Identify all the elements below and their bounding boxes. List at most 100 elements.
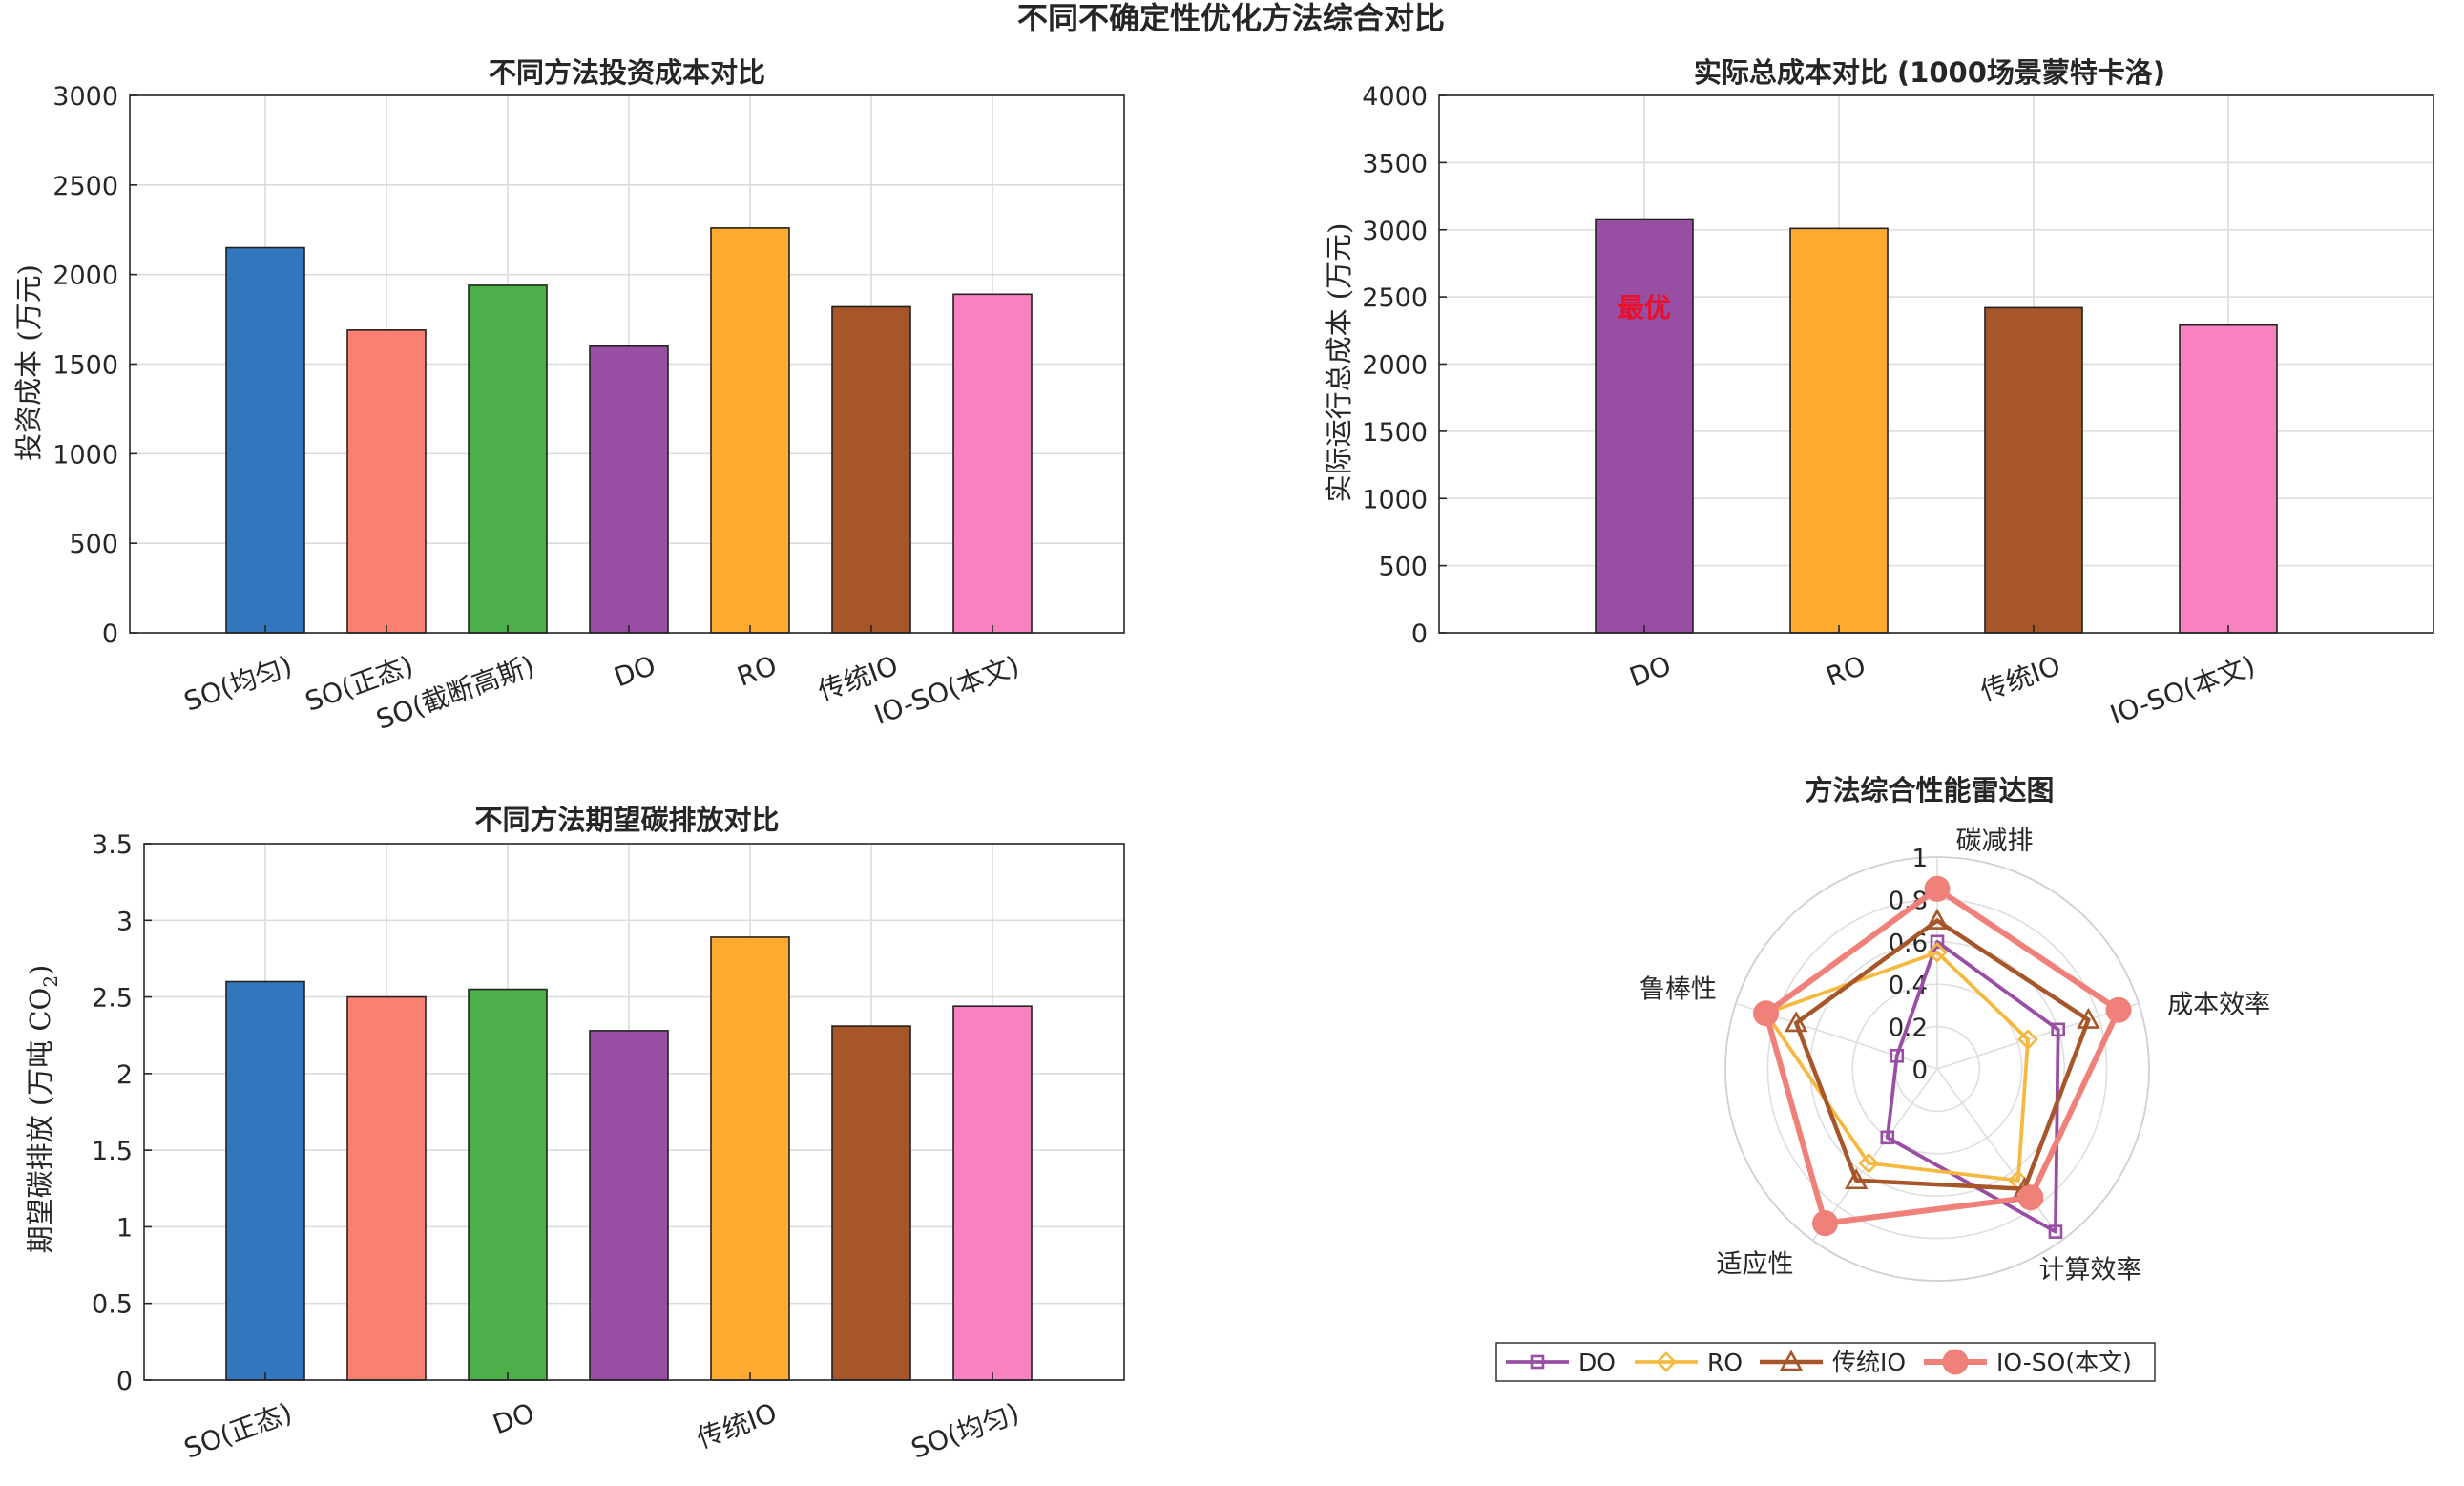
radar-series-marker bbox=[1844, 1168, 1869, 1190]
radar-series-marker bbox=[2048, 1224, 2063, 1239]
actual-chart-title: 实际总成本对比 (1000场景蒙特卡洛) bbox=[1694, 56, 2165, 89]
carbon-y-label-main: 期望碳排放 (万吨 CO bbox=[24, 988, 56, 1254]
radar-rtick-label: 0 bbox=[1911, 1057, 1928, 1085]
invest-ytick-label: 3000 bbox=[52, 82, 118, 112]
legend-swatch-marker bbox=[1656, 1351, 1677, 1372]
carbon-xtick-label: DO bbox=[489, 1397, 538, 1441]
radar-series-marker bbox=[1880, 1130, 1895, 1145]
invest-y-label: 投资成本 (万元) bbox=[12, 264, 45, 461]
radar-legend: DO RO 传统IO IO-SO(本文) bbox=[1495, 1342, 2156, 1382]
radar-series-marker bbox=[2105, 996, 2132, 1023]
invest-bar bbox=[710, 227, 790, 634]
actual-xtick-label: IO-SO(本文) bbox=[2106, 650, 2260, 731]
radar-rtick-label: 1 bbox=[1911, 845, 1928, 873]
radar-series-marker bbox=[1784, 1011, 1808, 1033]
actual-cost-chart: 实际总成本对比 (1000场景蒙特卡洛) 实际运行总成本 (万元) 0 500 10… bbox=[1323, 56, 2434, 731]
invest-ytick-label: 1500 bbox=[52, 351, 118, 381]
radar-series-marker bbox=[2017, 1184, 2044, 1211]
carbon-bar bbox=[346, 995, 427, 1381]
radar-series-marker bbox=[2051, 1022, 2065, 1037]
actual-annotation: 最优 bbox=[1618, 292, 1671, 324]
carbon-emission-chart: 不同方法期望碳排放对比 期望碳排放 (万吨 CO2) 0 0.5 1 1.5 2 2.5 3… bbox=[24, 804, 1125, 1465]
carbon-ytick-label: 2 bbox=[116, 1060, 133, 1090]
actual-xtick-label: 传统IO bbox=[1976, 650, 2064, 708]
radar-series-marker bbox=[1858, 1152, 1880, 1174]
radar-series-line bbox=[1763, 886, 2122, 1226]
actual-y-label: 实际运行总成本 (万元) bbox=[1323, 223, 1355, 503]
invest-bar bbox=[225, 246, 305, 634]
figure-title: 不同不确定性优化方法综合对比 bbox=[1017, 0, 1445, 36]
carbon-y-label-tail: ) bbox=[24, 965, 56, 975]
legend-swatch-marker bbox=[1942, 1349, 1969, 1375]
legend-label: RO bbox=[1707, 1349, 1743, 1376]
invest-bar bbox=[831, 305, 911, 634]
radar-series-marker bbox=[1890, 1048, 1905, 1063]
radar-series-marker bbox=[1925, 908, 1950, 930]
actual-ytick-label: 3000 bbox=[1362, 217, 1428, 246]
actual-ytick-label: 500 bbox=[1378, 553, 1428, 582]
radar-chart: 方法综合性能雷达图 00.20.40.60.81碳减排成本效率计算效率适应性鲁棒… bbox=[1639, 774, 2270, 1286]
invest-ytick-label: 2000 bbox=[52, 262, 118, 291]
invest-bar bbox=[589, 345, 669, 634]
actual-ytick-label: 2500 bbox=[1362, 283, 1428, 313]
radar-spoke bbox=[1936, 1068, 2063, 1242]
actual-bar bbox=[2179, 324, 2278, 634]
radar-chart-title: 方法综合性能雷达图 bbox=[1805, 774, 2054, 806]
actual-ytick-label: 3500 bbox=[1362, 149, 1428, 178]
invest-cost-chart: 不同方法投资成本对比 投资成本 (万元) 0 500 1000 1500 2000 250… bbox=[12, 56, 1125, 736]
invest-ytick-label: 1000 bbox=[52, 440, 118, 470]
carbon-ytick-label: 3.5 bbox=[92, 830, 133, 860]
radar-series-marker bbox=[1924, 875, 1951, 902]
carbon-ytick-label: 0 bbox=[116, 1367, 133, 1396]
invest-ytick-label: 0 bbox=[102, 619, 118, 649]
radar-series-marker bbox=[1753, 1000, 1780, 1027]
radar-series-line bbox=[1764, 951, 2030, 1183]
carbon-ytick-label: 3 bbox=[116, 907, 133, 936]
carbon-bar bbox=[468, 988, 548, 1381]
radar-spoke bbox=[1936, 1002, 2140, 1070]
carbon-ytick-label: 1 bbox=[116, 1213, 133, 1243]
invest-bar bbox=[468, 284, 548, 634]
carbon-ytick-label: 0.5 bbox=[92, 1290, 133, 1320]
invest-bar bbox=[346, 329, 427, 634]
radar-series-marker bbox=[1812, 1210, 1839, 1237]
radar-series-marker bbox=[2017, 1029, 2038, 1050]
carbon-xtick-label: SO(均匀) bbox=[908, 1397, 1024, 1465]
radar-axis-label: 碳减排 bbox=[1956, 827, 2034, 856]
carbon-y-label: 期望碳排放 (万吨 CO2) bbox=[24, 965, 62, 1254]
radar-series-marker bbox=[1927, 942, 1948, 963]
carbon-ytick-label: 1.5 bbox=[92, 1137, 133, 1166]
carbon-chart-title: 不同方法期望碳排放对比 bbox=[474, 804, 779, 836]
legend-swatch-marker bbox=[1530, 1354, 1545, 1370]
actual-bar bbox=[1789, 227, 1889, 634]
legend-label: DO bbox=[1578, 1349, 1616, 1376]
carbon-bar bbox=[225, 980, 305, 1381]
actual-xtick-label: RO bbox=[1822, 650, 1869, 693]
carbon-ytick-label: 2.5 bbox=[92, 984, 133, 1014]
radar-axis-label: 适应性 bbox=[1717, 1250, 1794, 1280]
invest-xtick-label: SO(均匀) bbox=[180, 650, 297, 718]
invest-bar bbox=[952, 293, 1033, 634]
legend-label: IO-SO(本文) bbox=[1996, 1349, 2132, 1376]
invest-ytick-label: 500 bbox=[69, 530, 118, 559]
legend-swatch-marker bbox=[1779, 1350, 1804, 1371]
actual-ytick-label: 0 bbox=[1411, 619, 1428, 649]
carbon-bar bbox=[710, 936, 790, 1381]
radar-spoke bbox=[1811, 1068, 1938, 1242]
carbon-bar bbox=[589, 1030, 669, 1381]
invest-xtick-label: DO bbox=[610, 650, 659, 694]
actual-xtick-label: DO bbox=[1625, 650, 1675, 694]
actual-ytick-label: 2000 bbox=[1362, 351, 1428, 381]
radar-axis-label: 成本效率 bbox=[2167, 990, 2270, 1019]
carbon-xtick-label: 传统IO bbox=[693, 1397, 781, 1455]
legend-box bbox=[1495, 1342, 2156, 1382]
actual-bar bbox=[1595, 218, 1694, 634]
actual-bar bbox=[1984, 306, 2083, 634]
invest-chart-title: 不同方法投资成本对比 bbox=[489, 56, 765, 89]
carbon-xtick-label: SO(正态) bbox=[180, 1397, 297, 1465]
radar-series-marker bbox=[1930, 934, 1945, 950]
radar-axis-label: 鲁棒性 bbox=[1639, 974, 1717, 1004]
carbon-bar bbox=[831, 1025, 911, 1381]
carbon-axes-box bbox=[143, 843, 1125, 1381]
